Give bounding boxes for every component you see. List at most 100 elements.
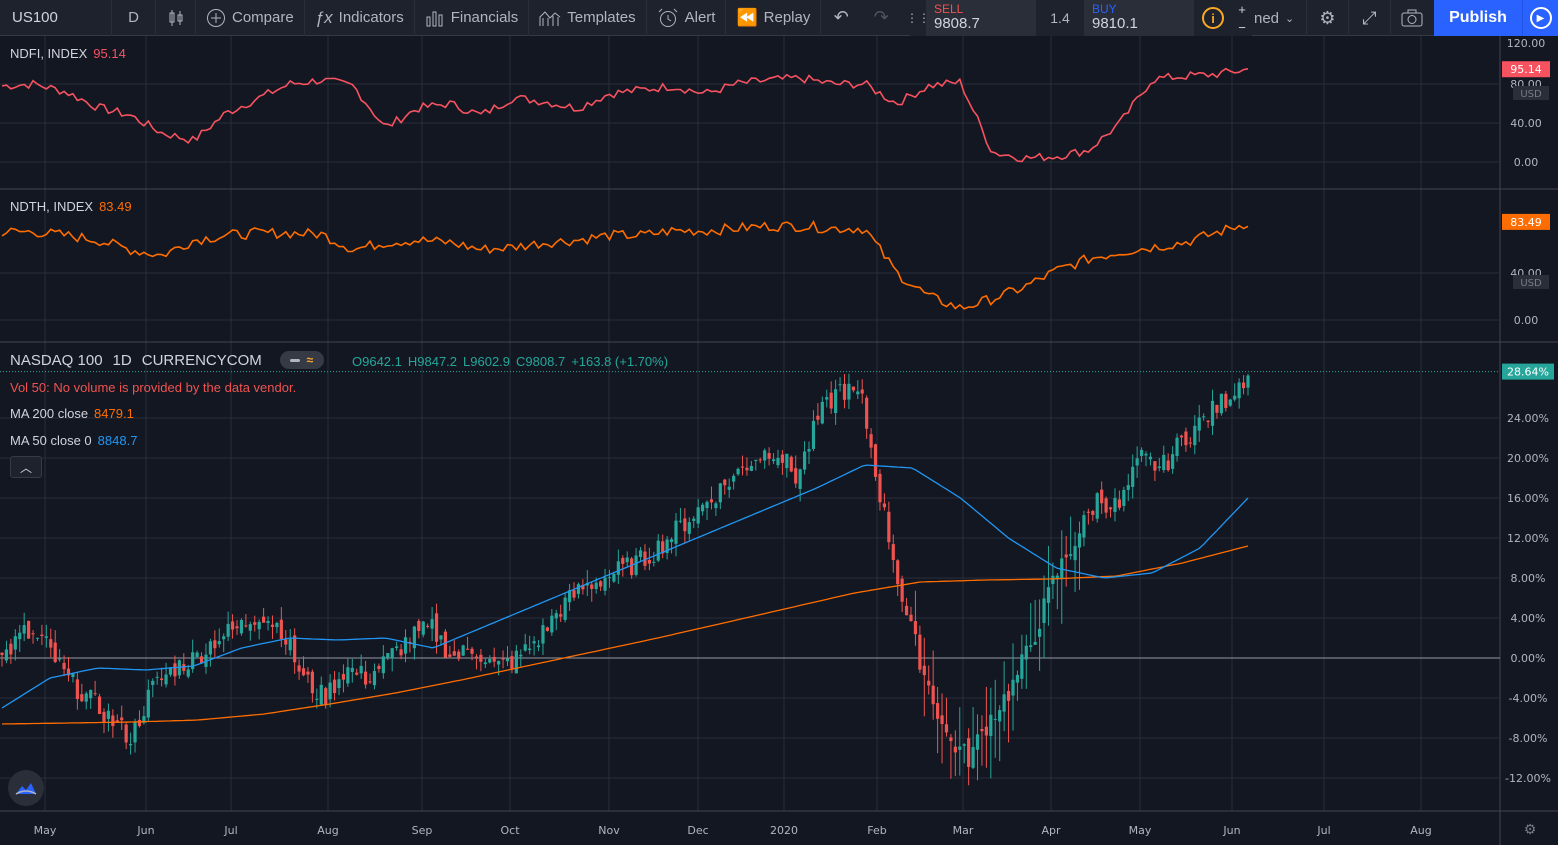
series-status-pill[interactable]: ≈ xyxy=(279,351,324,369)
candle-body xyxy=(395,646,399,648)
plus-icon[interactable]: + xyxy=(1238,1,1246,17)
fullscreen-button[interactable]: ⤢ xyxy=(1348,0,1390,36)
candle-body xyxy=(647,559,651,564)
candle-body xyxy=(705,501,709,509)
interval-button[interactable]: D xyxy=(112,0,156,36)
candle-body xyxy=(1215,405,1219,413)
candle-body xyxy=(665,539,669,554)
candle-body xyxy=(732,475,736,482)
volume-notice: Vol 50: No volume is provided by the dat… xyxy=(10,380,297,395)
publish-dropdown-button[interactable]: ▶ xyxy=(1522,0,1558,36)
indicators-label: Indicators xyxy=(338,9,404,26)
candle-body xyxy=(563,597,567,620)
candle-body xyxy=(319,684,323,705)
snapshot-button[interactable] xyxy=(1390,0,1432,36)
candle-body xyxy=(993,718,997,720)
candle-body xyxy=(275,622,279,628)
candle-body xyxy=(93,693,97,695)
buy-price: 9810.1 xyxy=(1092,15,1138,32)
publish-button[interactable]: Publish ▶ xyxy=(1434,0,1558,36)
candle-body xyxy=(692,518,696,521)
ndth-unit-badge xyxy=(1513,275,1549,289)
time-tick-label: Dec xyxy=(687,824,708,837)
candle-body xyxy=(1148,456,1153,460)
ohlc-close: C9808.7 xyxy=(516,354,566,369)
ma50-legend[interactable]: MA 50 close 0 8848.7 xyxy=(10,433,137,448)
ndth-line xyxy=(1,219,1249,310)
candle-body xyxy=(528,648,532,651)
quantity-stepper[interactable]: + − xyxy=(1232,0,1252,36)
candle-body xyxy=(1162,454,1166,471)
ndfi-line xyxy=(1,67,1249,163)
alarm-clock-icon xyxy=(658,8,677,27)
indicators-button[interactable]: ƒx Indicators xyxy=(305,0,415,36)
candle-body xyxy=(1135,458,1139,466)
sell-price: 9808.7 xyxy=(934,15,980,32)
candle-body xyxy=(931,685,935,705)
candle-body xyxy=(1015,674,1020,683)
candle-body xyxy=(191,652,195,670)
chart-canvas[interactable]: 80.0040.000.00USD95.1440.000.00USD83.491… xyxy=(0,36,1558,845)
candle-body xyxy=(173,663,177,677)
candle-body xyxy=(576,584,581,594)
candle-body xyxy=(767,453,771,459)
candle-body xyxy=(913,621,918,635)
symbol-search-button[interactable]: US100 xyxy=(0,0,112,36)
layout-button[interactable]: ned ⌄ xyxy=(1254,10,1306,27)
candle-body xyxy=(1131,466,1135,487)
templates-button[interactable]: Templates xyxy=(529,0,647,36)
candle-body xyxy=(700,504,705,512)
ndth-legend: NDTH, INDEX 83.49 xyxy=(10,199,132,214)
candle-body xyxy=(222,636,226,640)
tradingview-logo[interactable] xyxy=(8,770,44,806)
compare-button[interactable]: Compare xyxy=(196,0,305,36)
ma50-value: 8848.7 xyxy=(97,433,138,448)
play-icon: ▶ xyxy=(1529,7,1552,29)
chart-style-button[interactable] xyxy=(156,0,196,36)
drag-handle-icon[interactable]: ⋮⋮ xyxy=(906,0,930,36)
candle-body xyxy=(461,645,465,656)
ndfi-price-label: 95.14 xyxy=(1510,63,1542,76)
candle-body xyxy=(634,555,638,575)
candle-body xyxy=(44,636,48,638)
candle-body xyxy=(364,671,368,685)
settings-button[interactable]: ⚙ xyxy=(1306,0,1348,36)
candle-body xyxy=(430,619,434,629)
info-button[interactable]: i xyxy=(1194,0,1232,36)
redo-button[interactable]: ↷ xyxy=(861,0,901,36)
time-tick-label: Aug xyxy=(317,824,338,837)
layout-label: ned xyxy=(1254,9,1280,27)
alert-button[interactable]: Alert xyxy=(647,0,727,36)
minus-icon[interactable]: − xyxy=(1238,19,1246,35)
candle-body xyxy=(532,641,536,644)
ndth-pane xyxy=(0,219,1500,321)
candle-body xyxy=(559,614,563,617)
candle-body xyxy=(834,389,838,414)
ma200-legend[interactable]: MA 200 close 8479.1 xyxy=(10,406,134,421)
price-axis: 80.0040.000.00USD95.1440.000.00USD83.491… xyxy=(1502,37,1554,785)
candle-body xyxy=(523,644,527,651)
candle-body xyxy=(723,479,727,486)
main-series-title[interactable]: NASDAQ 100 1D CURRENCYCOM ≈ xyxy=(10,351,324,369)
ndfi-value: 95.14 xyxy=(93,46,126,61)
ndfi-tick-label: 0.00 xyxy=(1514,156,1539,169)
financials-button[interactable]: Financials xyxy=(415,0,530,36)
time-tick-label: May xyxy=(34,824,57,837)
candle-body xyxy=(412,626,416,649)
candle-body xyxy=(128,744,133,746)
ndth-price-label-bg xyxy=(1502,213,1550,230)
sell-button[interactable]: SELL 9808.7 xyxy=(926,0,1036,36)
candle-body xyxy=(674,520,678,544)
candle-body xyxy=(1202,416,1206,418)
minus-icon xyxy=(290,358,301,362)
candle-body xyxy=(1188,442,1192,444)
undo-button[interactable]: ↶ xyxy=(821,0,861,36)
buy-button[interactable]: BUY 9810.1 xyxy=(1084,0,1194,36)
candle-body xyxy=(900,578,904,602)
candle-body xyxy=(306,671,310,675)
candle-body xyxy=(66,668,71,676)
replay-button[interactable]: ⏪ Replay xyxy=(726,0,822,36)
collapse-legend-button[interactable]: ︿ xyxy=(10,456,42,478)
ndfi-tick-label: 120.00 xyxy=(1507,37,1546,50)
chart-grid xyxy=(0,36,1558,845)
